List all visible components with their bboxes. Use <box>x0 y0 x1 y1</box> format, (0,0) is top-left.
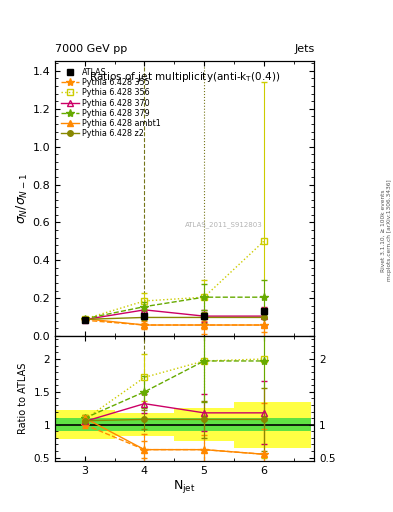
X-axis label: N$_{\mathregular{jet}}$: N$_{\mathregular{jet}}$ <box>173 478 196 496</box>
Y-axis label: Ratio to ATLAS: Ratio to ATLAS <box>18 362 28 434</box>
Y-axis label: $\sigma_N/\sigma_{N-1}$: $\sigma_N/\sigma_{N-1}$ <box>15 173 29 224</box>
Text: Ratios of jet multiplicity(anti-k$_{\mathregular{T}}$(0.4)): Ratios of jet multiplicity(anti-k$_{\mat… <box>89 70 280 83</box>
Text: 7000 GeV pp: 7000 GeV pp <box>55 44 127 54</box>
Text: ATLAS_2011_S912803: ATLAS_2011_S912803 <box>185 221 263 228</box>
Text: Rivet 3.1.10, ≥ 100k events: Rivet 3.1.10, ≥ 100k events <box>381 189 386 272</box>
Text: mcplots.cern.ch [arXiv:1306.3436]: mcplots.cern.ch [arXiv:1306.3436] <box>387 180 391 281</box>
Legend: ATLAS, Pythia 6.428 355, Pythia 6.428 356, Pythia 6.428 370, Pythia 6.428 379, P: ATLAS, Pythia 6.428 355, Pythia 6.428 35… <box>59 66 163 141</box>
Text: Jets: Jets <box>294 44 314 54</box>
